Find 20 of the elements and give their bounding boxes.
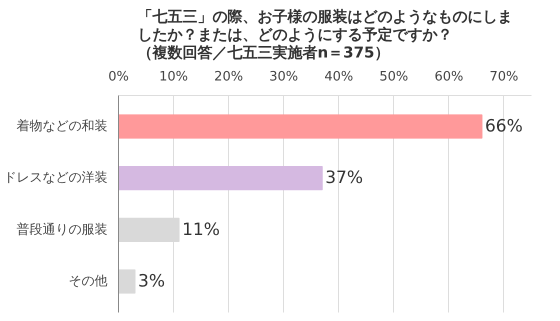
x-tick-label: 0% [108,70,129,84]
y-tick-label: 着物などの和装 [16,118,108,134]
x-tick-label: 30% [269,70,298,84]
y-tick-label: その他 [68,274,108,289]
data-label: 3% [138,272,166,292]
x-tick-label: 10% [159,70,188,84]
bar [118,166,323,190]
y-tick-label: 普段通りの服装 [16,221,108,238]
data-label: 37% [325,168,364,188]
bar [118,269,136,294]
x-tick-label: 40% [324,70,354,84]
chart-title: 「七五三」の際、お子様の服装はどのようなものにしましたか？または、どのようにする予定ですか？（複数回答／七五三実施者n＝375） [138,8,512,62]
data-label: 11% [182,220,220,240]
x-tick-label: 50% [379,70,408,84]
x-tick-label: 60% [434,70,464,84]
y-tick-label: ドレスなどの洋装 [4,170,108,186]
data-label: 66% [484,116,523,136]
x-tick-label: 20% [214,70,244,84]
bar [118,114,482,139]
x-tick-label: 70% [490,70,518,84]
